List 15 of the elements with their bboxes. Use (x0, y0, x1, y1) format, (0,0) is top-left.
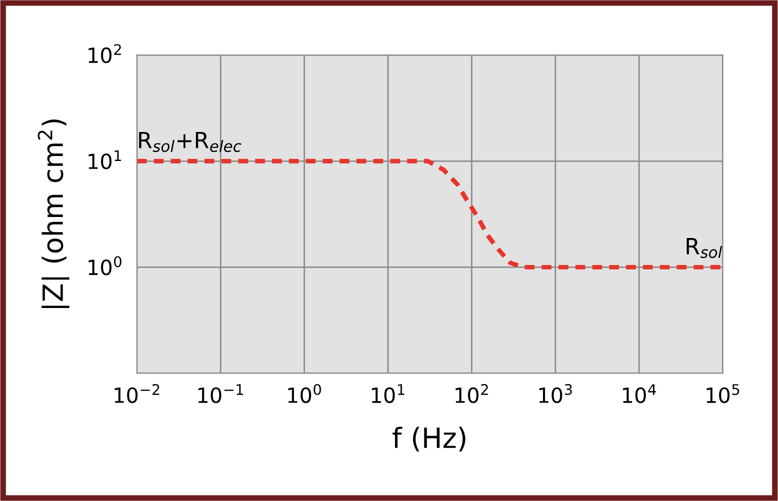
x-tick-label: 10$^{5}$ (706, 384, 740, 404)
x-tick-label: 10$^{−2}$ (114, 384, 160, 404)
y-tick-label: 10$^{1}$ (88, 150, 122, 170)
y-tick-label: 10$^{0}$ (88, 256, 122, 276)
x-tick-label: 10$^{2}$ (456, 384, 488, 404)
x-tick-label: 10$^{4}$ (623, 384, 656, 404)
annotation: R$_{sol}$+R$_{elec}$ (139, 132, 242, 152)
y-tick-label: 10$^{2}$ (88, 44, 121, 64)
annotation: R$_{sol}$ (686, 238, 722, 258)
x-axis-title: f (Hz) (392, 426, 466, 452)
x-tick-label: 10$^{1}$ (372, 384, 404, 404)
y-axis-title: |Z| (ohm cm$^{2}$) (38, 119, 70, 308)
x-tick-label: 10$^{−1}$ (198, 384, 243, 404)
x-tick-label: 10$^{3}$ (539, 384, 572, 404)
x-tick-label: 10$^{0}$ (288, 384, 321, 404)
